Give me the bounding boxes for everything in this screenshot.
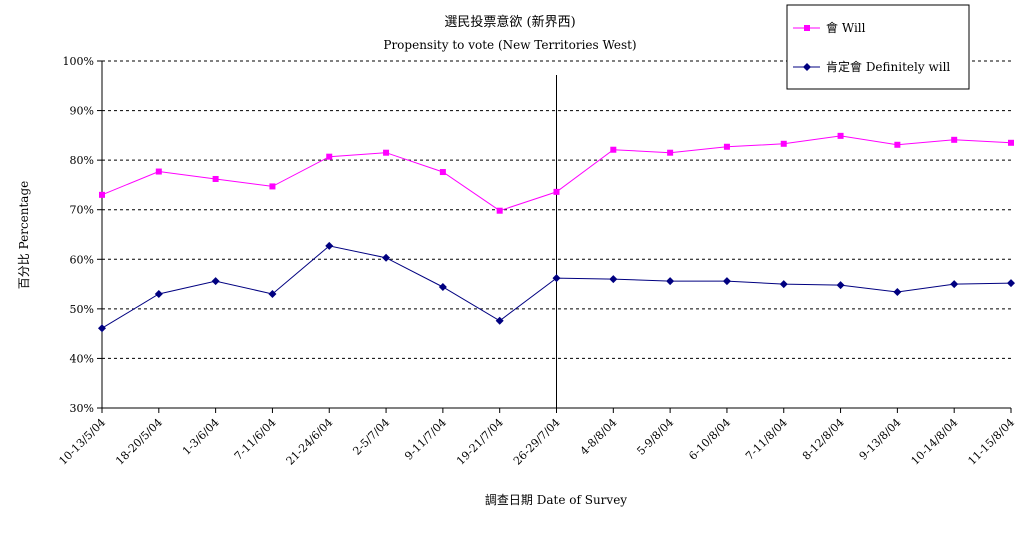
x-axis-label: 調查日期 Date of Survey — [485, 493, 627, 507]
data-point-definitely-will — [666, 277, 675, 286]
legend-box — [786, 4, 970, 90]
data-point-definitely-will — [722, 277, 731, 286]
y-axis-ticks: 30% 40% 50% 60% 70% 80% 90% 100% — [63, 55, 102, 415]
data-point-will — [269, 183, 276, 190]
data-point-will — [99, 191, 105, 198]
data-point-will — [212, 175, 219, 182]
x-tick-label: 8-12/8/04 — [800, 416, 847, 463]
data-point-definitely-will — [950, 280, 959, 289]
data-point-definitely-will — [609, 275, 618, 284]
data-point-will — [553, 188, 560, 195]
x-tick-label: 7-11/8/04 — [743, 416, 790, 463]
x-tick-label: 26-29/7/04 — [511, 416, 563, 468]
y-tick-label: 70% — [70, 204, 94, 217]
x-tick-label: 11-15/8/04 — [965, 416, 1017, 468]
x-tick-label: 10-13/5/04 — [56, 416, 108, 468]
data-point-definitely-will — [211, 277, 220, 286]
chart-title: 選民投票意欲 (新界西) — [444, 14, 575, 30]
data-point-definitely-will — [893, 288, 902, 297]
data-point-will — [496, 207, 503, 214]
legend-will-label: 會 Will — [826, 21, 866, 35]
data-point-will — [155, 168, 162, 175]
legend-definitely-label: 肯定會 Definitely will — [826, 59, 950, 74]
x-tick-label: 10-14/8/04 — [909, 416, 961, 468]
data-point-will — [439, 169, 446, 176]
x-tick-label: 21-24/6/04 — [284, 416, 336, 468]
data-point-definitely-will — [438, 283, 447, 292]
x-tick-label: 1-3/6/04 — [180, 416, 222, 458]
data-point-will — [951, 136, 958, 143]
y-tick-label: 50% — [70, 303, 94, 316]
legend: 會 Will 肯定會 Definitely will — [786, 4, 970, 90]
legend-definitely-marker — [803, 63, 811, 71]
data-point-will — [1008, 139, 1014, 146]
x-tick-label: 7-11/6/04 — [232, 416, 279, 463]
data-point-will — [383, 149, 390, 156]
chart-subtitle: Propensity to vote (New Territories West… — [383, 38, 636, 52]
data-point-will — [894, 141, 901, 148]
data-point-definitely-will — [382, 253, 391, 262]
data-point-will — [326, 153, 333, 160]
data-point-definitely-will — [495, 316, 504, 325]
x-tick-label: 6-10/8/04 — [686, 416, 733, 463]
data-point-definitely-will — [836, 281, 845, 290]
x-tick-label: 5-9/8/04 — [634, 416, 676, 458]
data-point-definitely-will — [779, 280, 788, 289]
x-tick-label: 4-8/8/04 — [578, 416, 620, 458]
y-axis-label: 百分比 Percentage — [17, 181, 31, 290]
data-point-definitely-will — [552, 274, 561, 283]
y-tick-label: 60% — [70, 253, 94, 266]
data-point-definitely-will — [1007, 279, 1015, 288]
y-tick-label: 100% — [63, 55, 94, 68]
y-tick-label: 30% — [70, 402, 94, 415]
x-tick-label: 9-13/8/04 — [857, 416, 904, 463]
x-axis-ticks: 10-13/5/04 18-20/5/04 1-3/6/04 7-11/6/04 21-… — [56, 408, 1017, 468]
x-tick-label: 2-5/7/04 — [350, 416, 392, 458]
x-tick-label: 18-20/5/04 — [113, 416, 165, 468]
axes — [101, 61, 1011, 409]
y-tick-label: 40% — [70, 352, 94, 365]
data-point-definitely-will — [98, 324, 106, 333]
x-tick-label: 9-11/7/04 — [402, 416, 449, 463]
data-point-definitely-will — [325, 241, 334, 250]
x-tick-label: 19-21/7/04 — [454, 416, 506, 468]
data-point-definitely-will — [268, 289, 277, 298]
data-point-definitely-will — [154, 289, 163, 298]
series-lines — [98, 132, 1015, 333]
legend-will-marker — [804, 25, 810, 31]
y-tick-label: 80% — [70, 154, 94, 167]
y-tick-label: 90% — [70, 105, 94, 118]
data-point-will — [780, 140, 787, 147]
data-point-will — [610, 146, 617, 153]
data-point-will — [667, 149, 674, 156]
data-point-will — [837, 132, 844, 139]
data-point-will — [723, 143, 730, 150]
